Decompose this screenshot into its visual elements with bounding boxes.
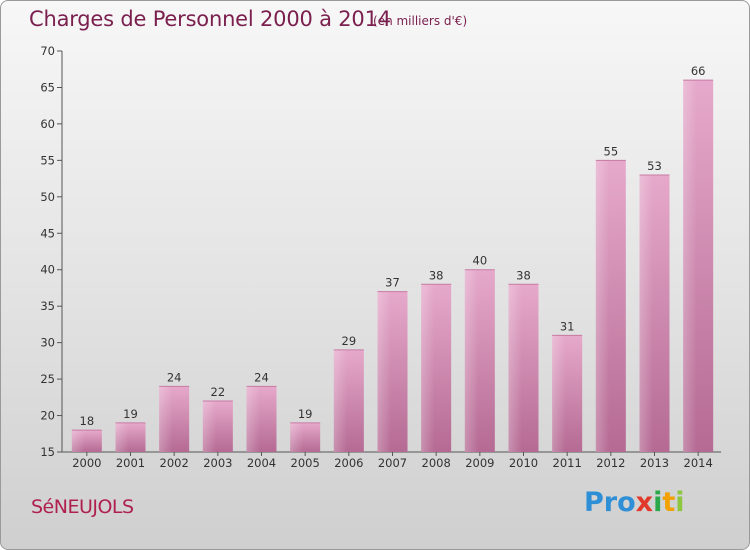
x-tick-label: 2003: [203, 456, 232, 470]
x-tick-label: 2000: [72, 456, 101, 470]
logo-part: i: [675, 487, 685, 518]
y-tick-label: 30: [40, 336, 55, 350]
x-tick-label: 2008: [422, 456, 451, 470]
proxiti-logo: Proxiti: [584, 487, 685, 518]
y-tick-label: 25: [40, 372, 55, 386]
x-tick-label: 2005: [291, 456, 320, 470]
bar-highlight: [421, 284, 435, 452]
y-tick-label: 40: [40, 263, 55, 277]
commune-name: SéNEUJOLS: [31, 496, 134, 518]
y-tick-label: 55: [40, 153, 55, 167]
bar-highlight: [115, 422, 129, 452]
bar-highlight: [333, 349, 348, 452]
bar-highlight: [464, 269, 479, 452]
logo-part: i: [653, 487, 663, 518]
x-tick-label: 2012: [596, 456, 625, 470]
chart-title: Charges de Personnel 2000 à 2014: [29, 7, 391, 31]
y-tick-label: 15: [40, 445, 55, 459]
value-label: 38: [516, 268, 531, 282]
value-label: 38: [429, 268, 444, 282]
x-tick-label: 2001: [116, 456, 145, 470]
chart-subtitle: (en milliers d'€): [373, 14, 468, 28]
value-label: 55: [604, 144, 619, 158]
value-label: 24: [254, 370, 269, 384]
value-label: 53: [647, 159, 662, 173]
logo-part: x: [635, 487, 654, 518]
value-label: 29: [342, 334, 357, 348]
y-tick-label: 60: [40, 117, 55, 131]
x-tick-label: 2002: [160, 456, 189, 470]
bar-highlight: [246, 386, 260, 452]
value-label: 19: [298, 407, 313, 421]
y-tick-label: 65: [40, 80, 55, 94]
x-tick-label: 2007: [378, 456, 407, 470]
x-tick-label: 2004: [247, 456, 276, 470]
bar-highlight: [639, 174, 653, 453]
bar-highlight: [71, 430, 86, 452]
x-tick-label: 2010: [509, 456, 538, 470]
y-tick-label: 70: [40, 44, 55, 58]
value-label: 24: [167, 370, 182, 384]
x-tick-label: 2011: [553, 456, 582, 470]
x-tick-label: 2009: [465, 456, 494, 470]
bar-highlight: [377, 291, 391, 452]
bar-highlight: [290, 422, 304, 452]
y-tick-label: 20: [40, 409, 55, 423]
y-tick-label: 50: [40, 190, 55, 204]
labels: 18 2000 19 2001 24 2002 22 2003 24 2004 19 2005 29 20…: [72, 64, 713, 470]
value-label: 22: [211, 385, 226, 399]
y-tick-label: 45: [40, 226, 55, 240]
y-tick-label: 35: [40, 299, 55, 313]
bar-highlight: [202, 400, 217, 452]
value-label: 37: [385, 276, 400, 290]
value-label: 31: [560, 319, 575, 333]
logo-part: t: [662, 487, 676, 518]
bars: [71, 79, 714, 453]
value-label: 66: [691, 64, 706, 78]
bar-highlight: [159, 386, 173, 452]
x-tick-label: 2006: [334, 456, 363, 470]
bar-highlight: [552, 335, 566, 452]
x-tick-label: 2014: [684, 456, 713, 470]
value-label: 18: [80, 414, 95, 428]
bar-highlight: [508, 284, 522, 452]
logo-part: Pro: [584, 487, 636, 518]
bar-highlight: [595, 160, 610, 452]
x-tick-label: 2013: [640, 456, 669, 470]
value-label: 40: [473, 254, 488, 268]
bar-highlight: [683, 80, 697, 452]
value-label: 19: [123, 407, 138, 421]
axes: 15 20 25 30 35 40 45 50 55 60 65 70: [40, 44, 721, 459]
